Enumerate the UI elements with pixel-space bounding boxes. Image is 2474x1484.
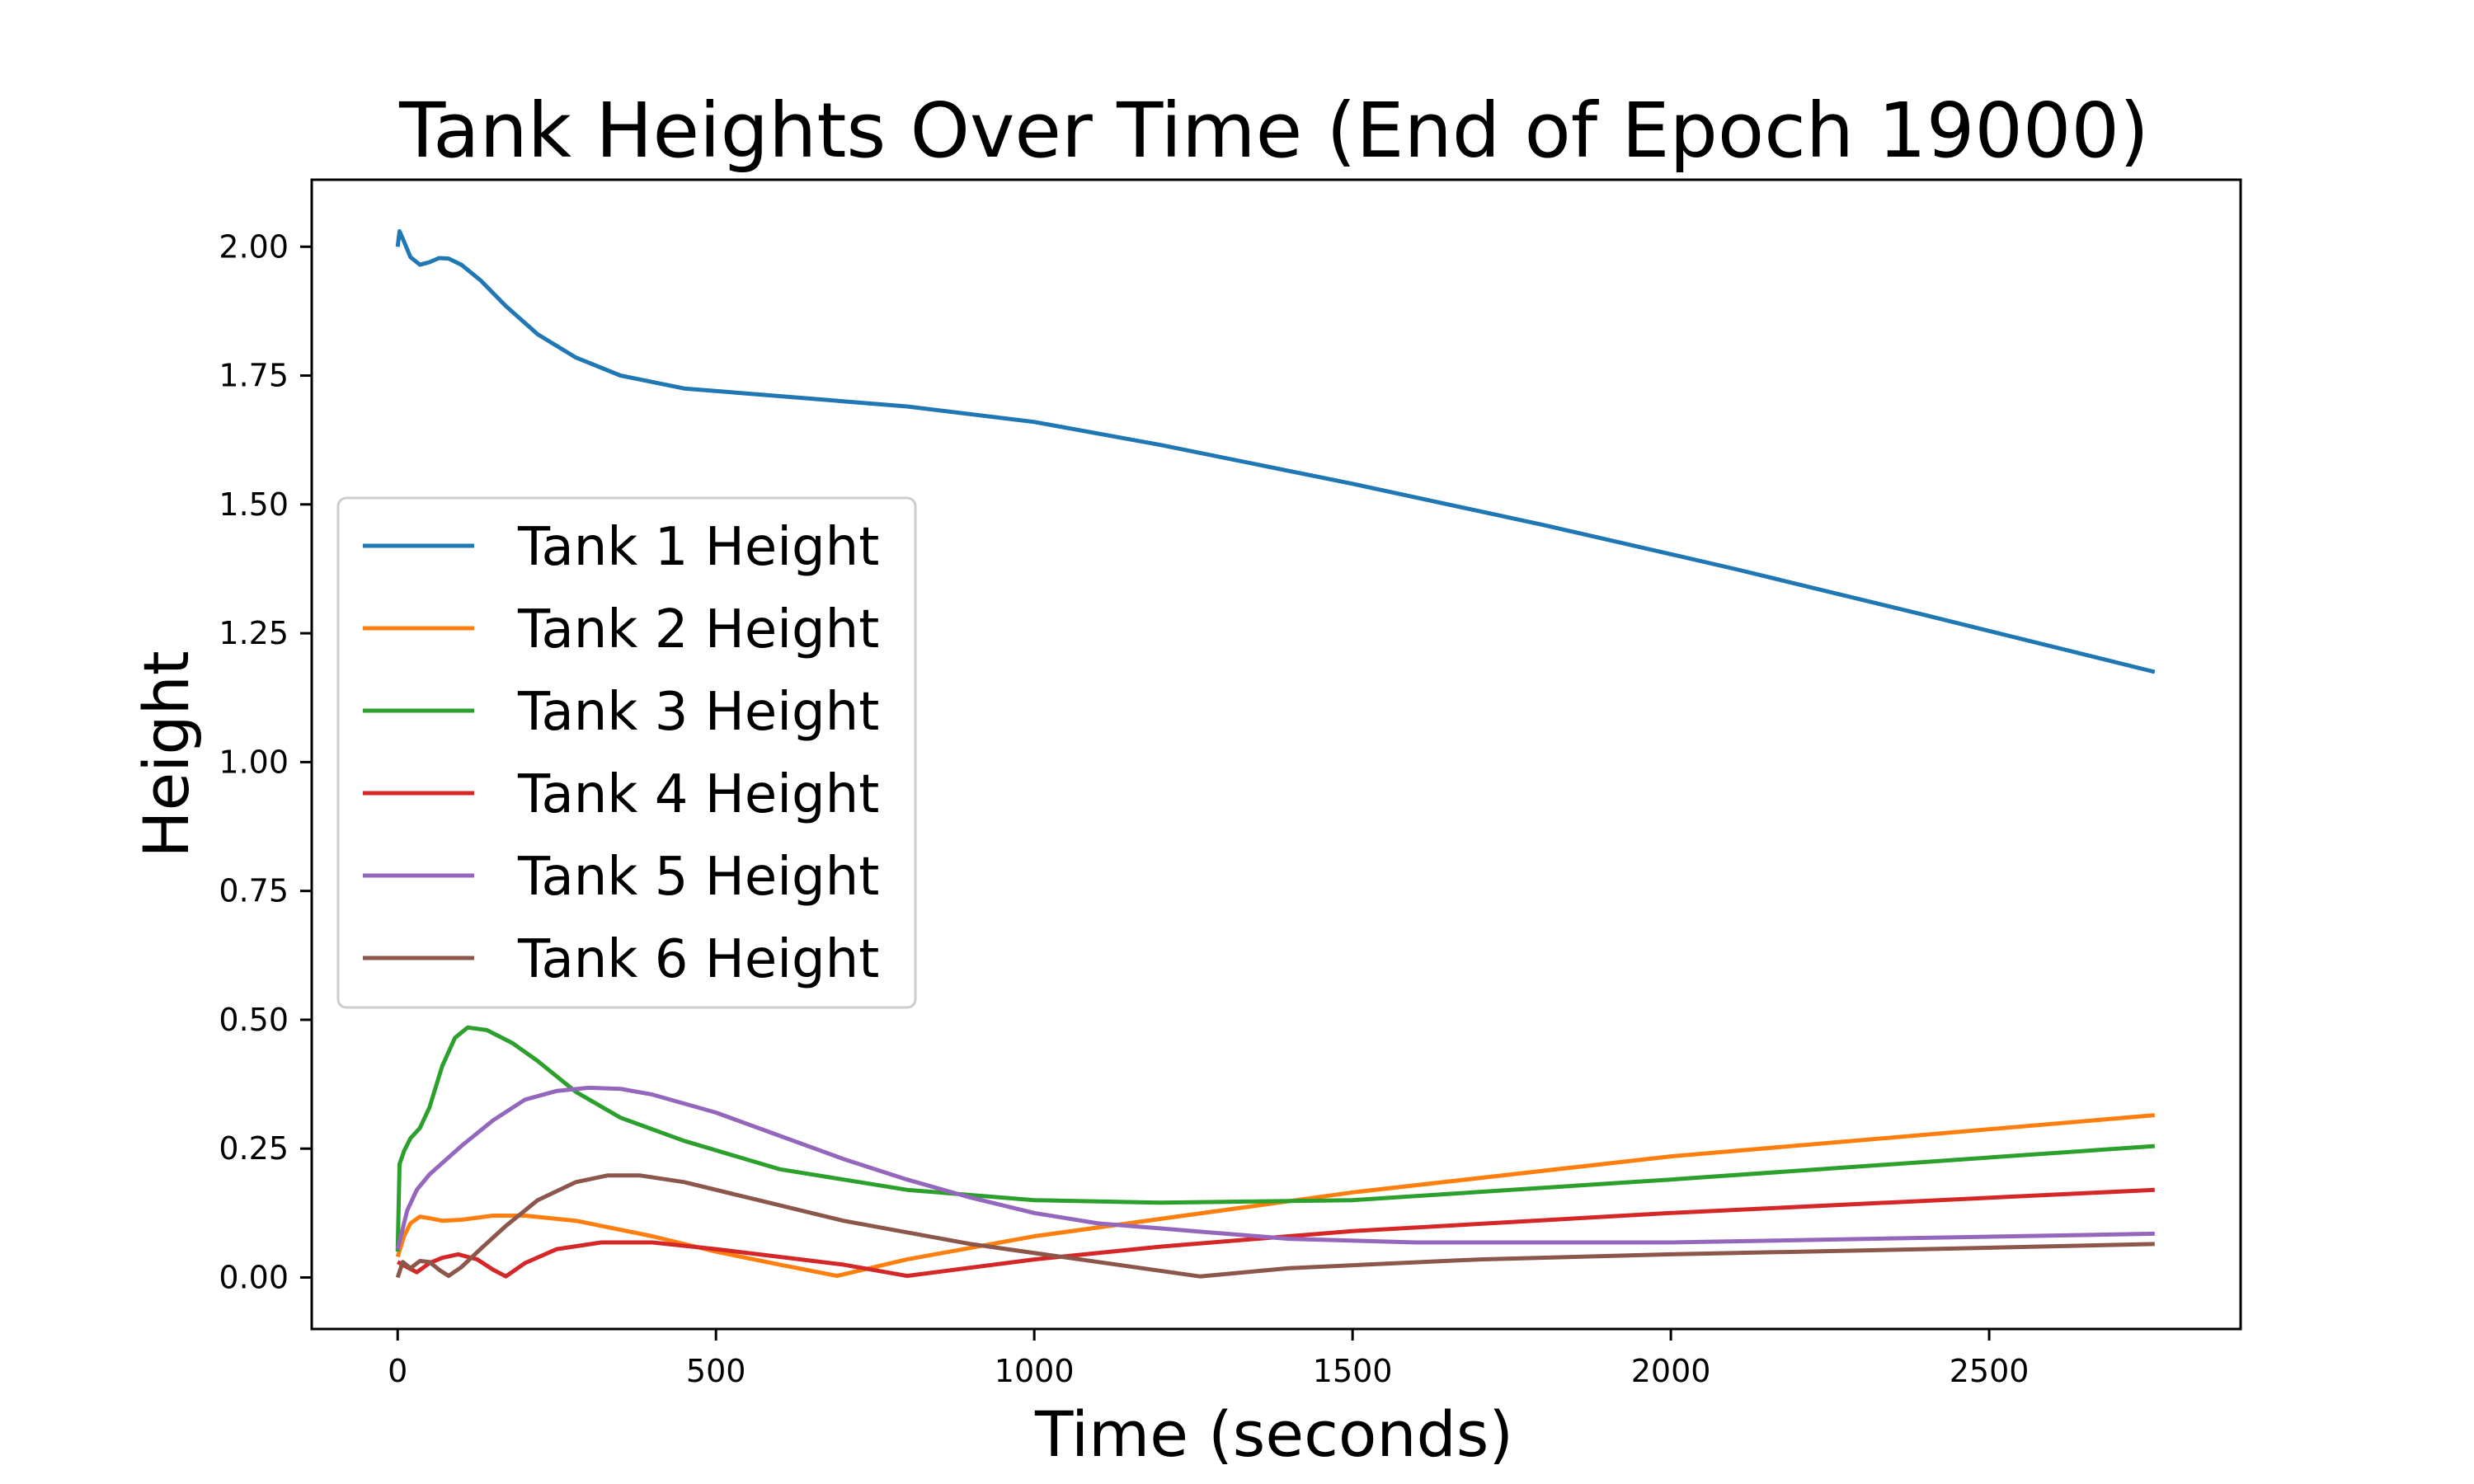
- series-line-tank-3: [395, 1025, 2155, 1252]
- x-tick-label: 2500: [1950, 1353, 2030, 1389]
- legend-label-tank-5: Tank 5 Height: [517, 847, 879, 908]
- x-tick-label: 2000: [1631, 1353, 1711, 1389]
- y-tick-label: 0.00: [219, 1259, 289, 1295]
- y-tick-label: 1.00: [219, 744, 289, 780]
- legend-label-tank-6: Tank 6 Height: [517, 929, 879, 990]
- legend-label-tank-2: Tank 2 Height: [517, 599, 879, 660]
- y-axis-label: Height: [129, 650, 203, 857]
- x-tick-label: 1500: [1313, 1353, 1393, 1389]
- legend: Tank 1 Height Tank 2 Height Tank 3 Height T…: [336, 496, 917, 1009]
- y-axis: 0.00 0.25 0.50 0.75 1.00 1.25 1.50 1.75 2.00: [219, 228, 312, 1295]
- y-tick-label: 1.75: [219, 358, 289, 394]
- x-tick-label: 500: [686, 1353, 746, 1389]
- series-line-tank-2: [395, 1113, 2156, 1279]
- y-tick-label: 0.75: [219, 873, 289, 909]
- series-line-tank-5: [395, 1085, 2155, 1250]
- legend-label-tank-4: Tank 4 Height: [517, 764, 879, 825]
- x-tick-label: 0: [388, 1353, 407, 1389]
- y-tick-label: 1.50: [219, 486, 289, 523]
- legend-label-tank-1: Tank 1 Height: [517, 517, 879, 578]
- series-line-tank-6: [395, 1173, 2155, 1279]
- x-axis-label: Time (seconds): [1034, 1397, 1513, 1471]
- legend-label-tank-3: Tank 3 Height: [517, 682, 879, 743]
- x-tick-label: 1000: [995, 1353, 1075, 1389]
- series-line-tank-4: [397, 1187, 2155, 1279]
- y-tick-label: 1.25: [219, 615, 289, 651]
- y-tick-label: 0.50: [219, 1002, 289, 1038]
- series-lines: [395, 229, 2156, 1279]
- legend-box: [336, 496, 917, 1009]
- chart-title: Tank Heights Over Time (End of Epoch 190…: [398, 87, 2149, 175]
- y-tick-label: 0.25: [219, 1130, 289, 1167]
- series-line-tank-1: [395, 229, 2156, 674]
- y-tick-label: 2.00: [219, 228, 289, 265]
- x-axis: 0 500 1000 1500 2000 2500: [388, 1329, 2029, 1389]
